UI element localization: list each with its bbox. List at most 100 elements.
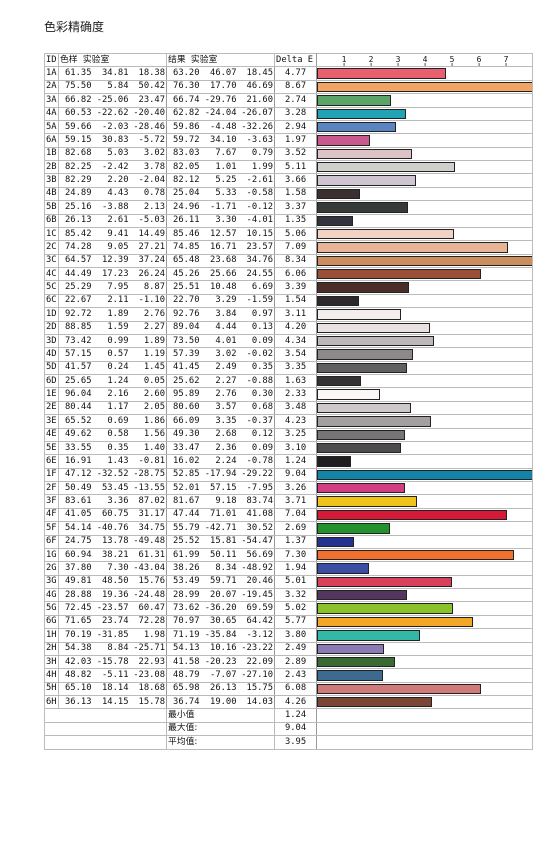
sample-lab-value: 14.49 bbox=[129, 226, 168, 242]
patch-id: 4G bbox=[44, 587, 59, 603]
result-lab-value: 83.74 bbox=[237, 494, 276, 509]
result-lab-value: -4.48 bbox=[200, 119, 238, 135]
table-row: 6F 24.75 13.78 -49.48 25.52 15.81 -54.47 1.37 bbox=[44, 534, 534, 549]
sample-lab-value: 54.14 bbox=[58, 521, 93, 536]
patch-id: 5B bbox=[44, 200, 59, 215]
table-row: 1B 82.68 5.03 3.02 83.03 7.67 0.79 3.52 bbox=[44, 146, 534, 162]
result-lab-value: -0.12 bbox=[237, 200, 276, 215]
result-lab-value: 64.42 bbox=[237, 614, 276, 630]
sample-lab-value: 30.83 bbox=[92, 133, 130, 148]
delta-e-bar bbox=[317, 697, 433, 708]
delta-e-value: 3.28 bbox=[274, 106, 318, 121]
result-lab-value: 2.24 bbox=[200, 454, 238, 469]
bar-cell bbox=[316, 320, 534, 335]
table-row: 2D 88.85 1.59 2.27 89.04 4.44 0.13 4.20 bbox=[44, 320, 534, 335]
result-lab-value: 74.85 bbox=[166, 240, 201, 255]
table-row: 3A 66.82 -25.06 23.47 66.74 -29.76 21.60 2.74 bbox=[44, 93, 534, 108]
summary-spacer bbox=[43, 735, 168, 750]
patch-id: 5E bbox=[44, 440, 59, 456]
result-lab-value: 0.30 bbox=[237, 387, 276, 402]
delta-e-bar bbox=[317, 215, 354, 226]
sample-lab-value: -49.48 bbox=[129, 534, 168, 549]
delta-e-value: 5.02 bbox=[274, 601, 318, 616]
result-lab-value: 36.74 bbox=[166, 694, 201, 710]
delta-e-value: 3.25 bbox=[274, 427, 318, 442]
delta-e-value: 2.69 bbox=[274, 521, 318, 536]
result-lab-value: 73.62 bbox=[166, 601, 201, 616]
sample-lab-value: -32.52 bbox=[92, 467, 130, 483]
result-lab-value: 7.67 bbox=[200, 146, 238, 162]
sample-lab-value: 54.38 bbox=[58, 641, 93, 656]
delta-e-bar bbox=[317, 389, 380, 400]
delta-e-bar bbox=[317, 416, 432, 427]
patch-id: 2A bbox=[44, 79, 59, 95]
x-tick-label: 6 bbox=[476, 55, 482, 66]
table-row: 1A 61.35 34.81 18.38 63.20 46.07 18.45 4.77 bbox=[44, 66, 534, 81]
result-lab-value: 22.09 bbox=[237, 654, 276, 670]
sample-lab-value: 74.28 bbox=[58, 240, 93, 255]
result-lab-value: 46.07 bbox=[200, 66, 238, 81]
result-lab-value: 66.09 bbox=[166, 414, 201, 429]
result-lab-value: 16.71 bbox=[200, 240, 238, 255]
bar-cell bbox=[316, 587, 534, 603]
bar-cell bbox=[316, 173, 534, 188]
result-lab-value: 23.57 bbox=[237, 240, 276, 255]
result-lab-value: 80.60 bbox=[166, 400, 201, 416]
table-row: 4G 28.88 19.36 -24.48 28.99 20.07 -19.45 3.32 bbox=[44, 587, 534, 603]
patch-id: 4D bbox=[44, 347, 59, 362]
table-row: 6G 71.65 23.74 72.28 70.97 30.65 64.42 5.77 bbox=[44, 614, 534, 630]
sample-lab-value: 1.89 bbox=[92, 307, 130, 322]
sample-lab-value: 5.03 bbox=[92, 146, 130, 162]
bar-cell bbox=[316, 400, 534, 416]
result-lab-value: 55.79 bbox=[166, 521, 201, 536]
bar-cell bbox=[316, 293, 534, 309]
result-lab-value: 71.01 bbox=[200, 507, 238, 523]
result-lab-value: -35.84 bbox=[200, 628, 238, 643]
sample-lab-value: 2.16 bbox=[92, 387, 130, 402]
result-lab-value: -7.95 bbox=[237, 480, 276, 496]
sample-lab-value: 9.05 bbox=[92, 240, 130, 255]
bar-cell bbox=[316, 213, 534, 228]
delta-e-bar bbox=[317, 402, 411, 414]
result-lab-value: 82.12 bbox=[166, 173, 201, 188]
sample-lab-value: 0.57 bbox=[92, 347, 130, 362]
delta-e-value: 6.06 bbox=[274, 266, 318, 282]
result-lab-value: 26.13 bbox=[200, 681, 238, 697]
sample-lab-value: 2.11 bbox=[92, 293, 130, 309]
sample-lab-value: -24.48 bbox=[129, 587, 168, 603]
delta-e-bar bbox=[317, 442, 401, 454]
table-row: 6H 36.13 14.15 15.78 36.74 19.00 14.03 4.26 bbox=[44, 694, 534, 710]
delta-e-value: 3.54 bbox=[274, 347, 318, 362]
sample-lab-value: -40.76 bbox=[92, 521, 130, 536]
sample-lab-value: 2.20 bbox=[92, 173, 130, 188]
patch-id: 1G bbox=[44, 547, 59, 563]
summary-label: 最小值 bbox=[166, 708, 276, 723]
delta-e-value: 3.37 bbox=[274, 200, 318, 215]
result-lab-value: 20.46 bbox=[237, 574, 276, 590]
bar-cell bbox=[316, 480, 534, 496]
patch-id: 3A bbox=[44, 93, 59, 108]
sample-lab-value: 82.29 bbox=[58, 173, 93, 188]
bar-cell bbox=[316, 240, 534, 255]
table-row: 4D 57.15 0.57 1.19 57.39 3.02 -0.02 3.54 bbox=[44, 347, 534, 362]
result-lab-value: 30.52 bbox=[237, 521, 276, 536]
table-row: 2E 80.44 1.17 2.05 80.60 3.57 0.68 3.48 bbox=[44, 400, 534, 416]
table-row: 5B 25.16 -3.88 2.13 24.96 -1.71 -0.12 3.37 bbox=[44, 200, 534, 215]
x-tick-label: 1 bbox=[341, 55, 347, 66]
sample-lab-value: 25.29 bbox=[58, 280, 93, 295]
sample-lab-value: 1.59 bbox=[92, 320, 130, 335]
result-lab-value: -29.76 bbox=[200, 93, 238, 108]
sample-lab-value: -31.85 bbox=[92, 628, 130, 643]
summary-row: 平均值: 3.95 bbox=[43, 735, 534, 750]
result-lab-value: 2.68 bbox=[200, 427, 238, 442]
sample-lab-value: -23.08 bbox=[129, 668, 168, 683]
sample-lab-value: 9.41 bbox=[92, 226, 130, 242]
delta-e-value: 3.52 bbox=[274, 146, 318, 162]
delta-e-value: 1.58 bbox=[274, 186, 318, 202]
delta-e-bar bbox=[317, 175, 416, 186]
result-lab-value: 95.89 bbox=[166, 387, 201, 402]
result-lab-value: 70.97 bbox=[166, 614, 201, 630]
delta-e-bar bbox=[317, 576, 453, 587]
sample-lab-value: 44.49 bbox=[58, 266, 93, 282]
delta-e-bar bbox=[317, 188, 360, 200]
